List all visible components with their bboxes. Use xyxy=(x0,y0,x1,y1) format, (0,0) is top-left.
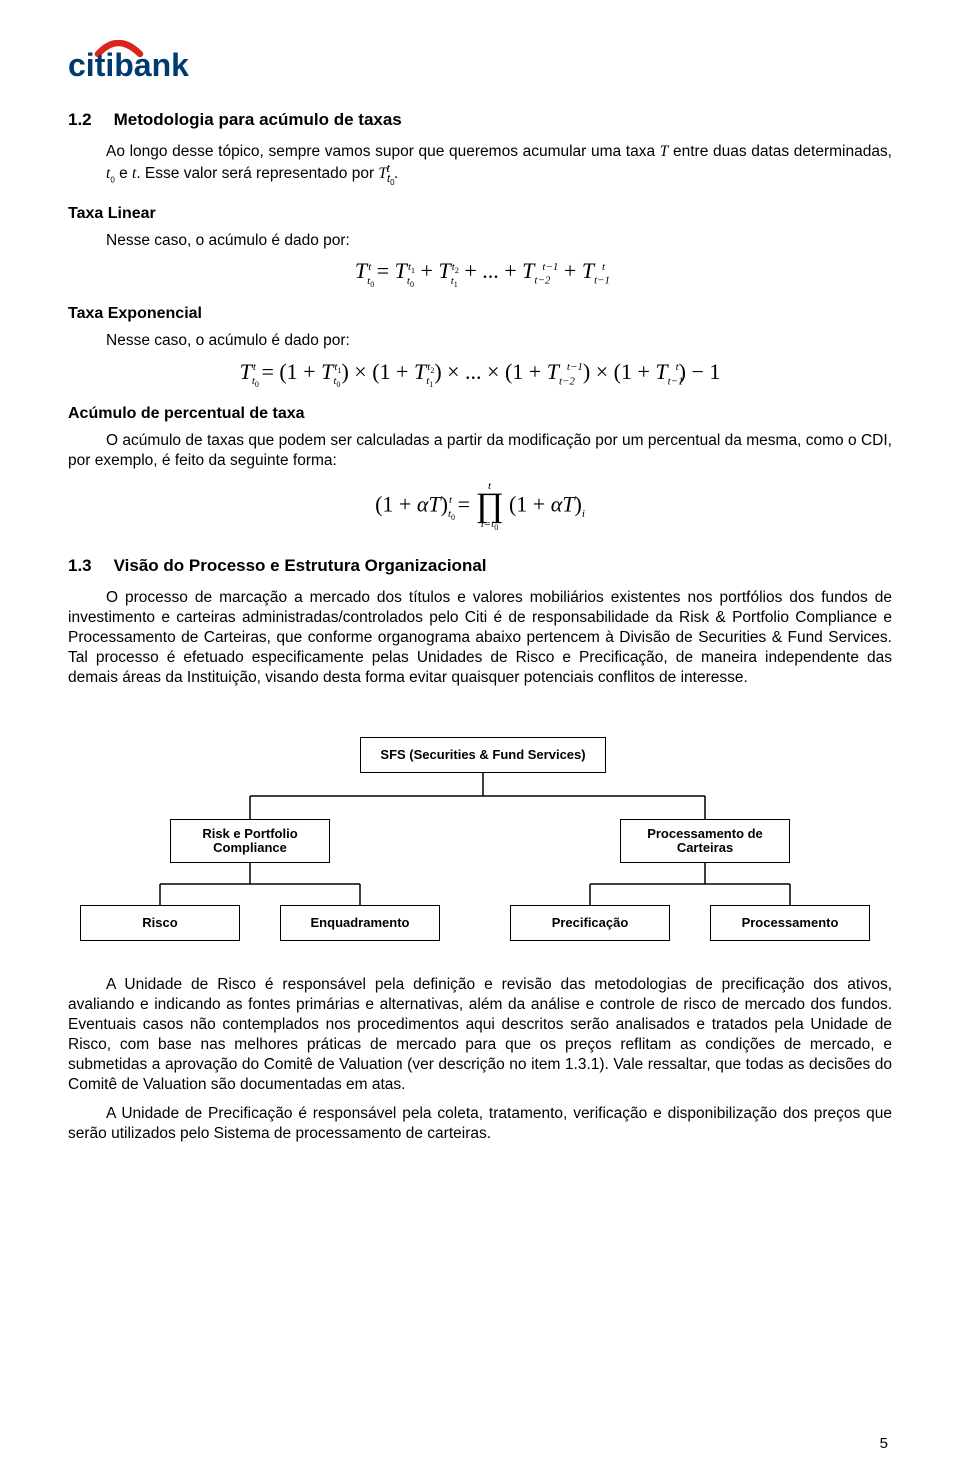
org-node-risk-compliance: Risk e Portfolio Compliance xyxy=(170,819,330,863)
acumulo-heading: Acúmulo de percentual de taxa xyxy=(68,405,892,423)
org-node-precificacao: Precificação xyxy=(510,905,670,941)
org-node-enquadramento: Enquadramento xyxy=(280,905,440,941)
section13-para2: A Unidade de Risco é responsável pela de… xyxy=(68,975,892,1094)
page-number: 5 xyxy=(880,1435,888,1452)
section-number: 1.3 xyxy=(68,556,92,575)
formula-percentual: (1 + αT)t0t = t∏i=t0 (1 + αT)i xyxy=(68,481,892,532)
org-node-root: SFS (Securities & Fund Services) xyxy=(360,737,606,773)
taxa-exp-heading: Taxa Exponencial xyxy=(68,305,892,323)
formula-exponencial: Tt0t = (1 + Tt0t1) × (1 + Tt1t2) × ... ×… xyxy=(68,361,892,390)
section-number: 1.2 xyxy=(68,110,92,129)
taxa-linear-text: Nesse caso, o acúmulo é dado por: xyxy=(106,231,892,251)
org-chart: SFS (Securities & Fund Services) Risk e P… xyxy=(80,737,880,947)
section-1-2-heading: 1.2 Metodologia para acúmulo de taxas xyxy=(68,110,892,130)
org-node-risco: Risco xyxy=(80,905,240,941)
intro-text-b: entre duas datas determinadas, xyxy=(668,143,892,160)
section-title: Visão do Processo e Estrutura Organizaci… xyxy=(114,556,487,575)
section13-para1: O processo de marcação a mercado dos tít… xyxy=(68,588,892,687)
acumulo-text: O acúmulo de taxas que podem ser calcula… xyxy=(68,431,892,471)
section13-para3: A Unidade de Precificação é responsável … xyxy=(68,1104,892,1144)
intro-text-c: . Esse valor será representado por xyxy=(136,165,378,182)
section-title: Metodologia para acúmulo de taxas xyxy=(114,110,402,129)
org-node-processamento-carteiras: Processamento de Carteiras xyxy=(620,819,790,863)
formula-linear: Tt0t = Tt0t1 + Tt1t2 + ... + Tt−2t−1 + T… xyxy=(68,260,892,289)
logo: citibank xyxy=(68,40,892,84)
taxa-exp-text: Nesse caso, o acúmulo é dado por: xyxy=(106,331,892,351)
intro-paragraph: Ao longo desse tópico, sempre vamos supo… xyxy=(106,142,892,189)
section-1-3-heading: 1.3 Visão do Processo e Estrutura Organiz… xyxy=(68,556,892,576)
svg-text:citibank: citibank xyxy=(68,47,189,83)
intro-text-a: Ao longo desse tópico, sempre vamos supo… xyxy=(106,143,660,160)
org-node-processamento: Processamento xyxy=(710,905,870,941)
taxa-linear-heading: Taxa Linear xyxy=(68,205,892,223)
